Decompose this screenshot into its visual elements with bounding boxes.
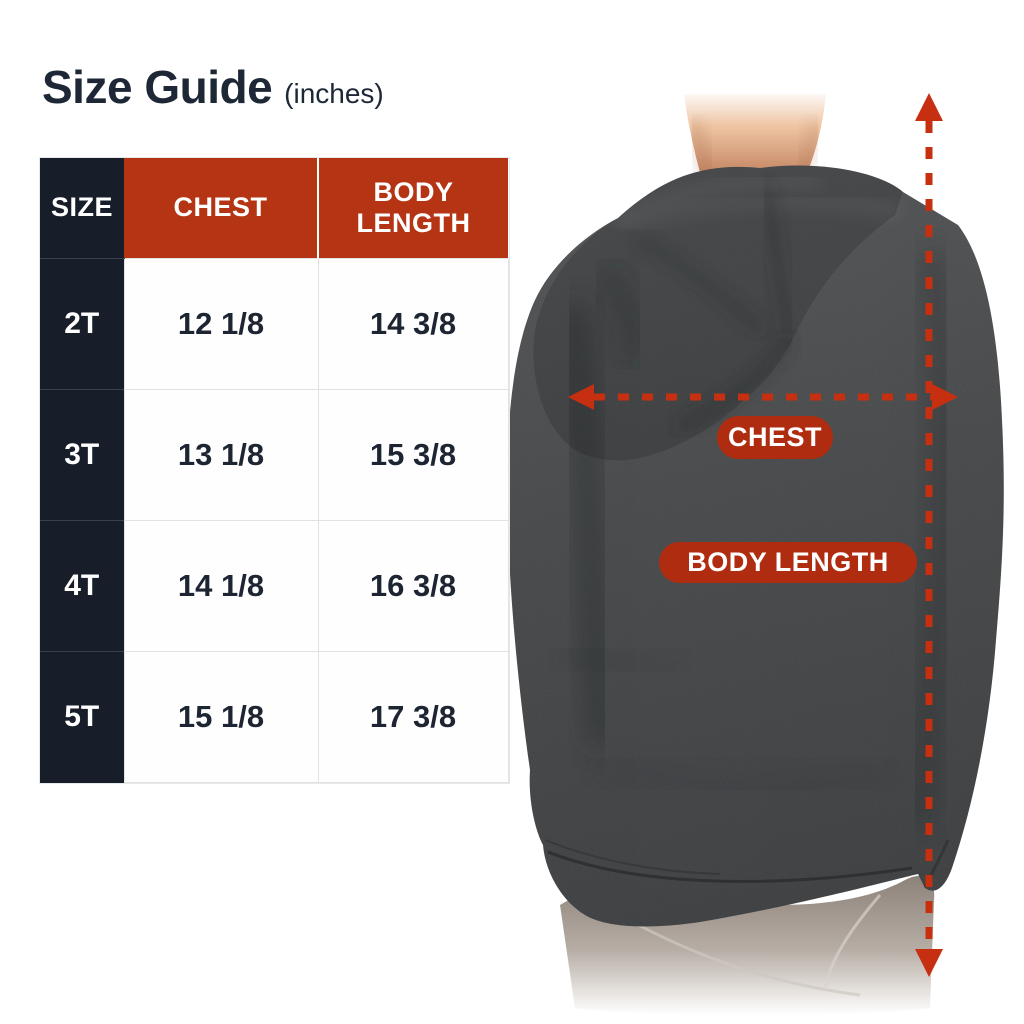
body-length-arrow-icon: [915, 93, 943, 977]
hood-drape: [533, 165, 903, 461]
table-row: 3T 13 1/8 15 3/8: [40, 389, 509, 521]
chest-cell: 14 1/8: [123, 520, 319, 652]
chest-cell: 12 1/8: [123, 258, 319, 390]
column-header-body-length: BODY LENGTH: [317, 158, 508, 259]
page-title-text: Size Guide: [42, 61, 273, 113]
shirt-collar: [702, 182, 798, 197]
table-row: 5T 15 1/8 17 3/8: [40, 651, 509, 783]
page-title-units: (inches): [284, 78, 384, 109]
table-row: 2T 12 1/8 14 3/8: [40, 258, 509, 390]
table-row: 4T 14 1/8 16 3/8: [40, 520, 509, 652]
column-header-size: SIZE: [40, 158, 124, 259]
body-length-cell: 16 3/8: [317, 520, 509, 652]
size-cell: 3T: [40, 389, 124, 521]
body-length-cell: 17 3/8: [317, 651, 509, 783]
chest-arrow-icon: [568, 384, 958, 410]
body-length-measure-badge: BODY LENGTH: [659, 542, 917, 583]
page-title: Size Guide (inches): [42, 60, 384, 114]
body-length-cell: 15 3/8: [317, 389, 509, 521]
pants: [560, 875, 935, 1016]
size-table: SIZE CHEST BODY LENGTH 2T 12 1/8 14 3/8 …: [40, 158, 509, 783]
size-cell: 5T: [40, 651, 124, 783]
body-length-cell: 14 3/8: [317, 258, 509, 390]
size-table-header-row: SIZE CHEST BODY LENGTH: [40, 158, 508, 259]
size-cell: 4T: [40, 520, 124, 652]
neck: [684, 94, 826, 197]
size-cell: 2T: [40, 258, 124, 390]
chest-measure-badge: CHEST: [717, 416, 833, 459]
chest-cell: 15 1/8: [123, 651, 319, 783]
column-header-chest: CHEST: [124, 158, 318, 259]
chest-cell: 13 1/8: [123, 389, 319, 521]
